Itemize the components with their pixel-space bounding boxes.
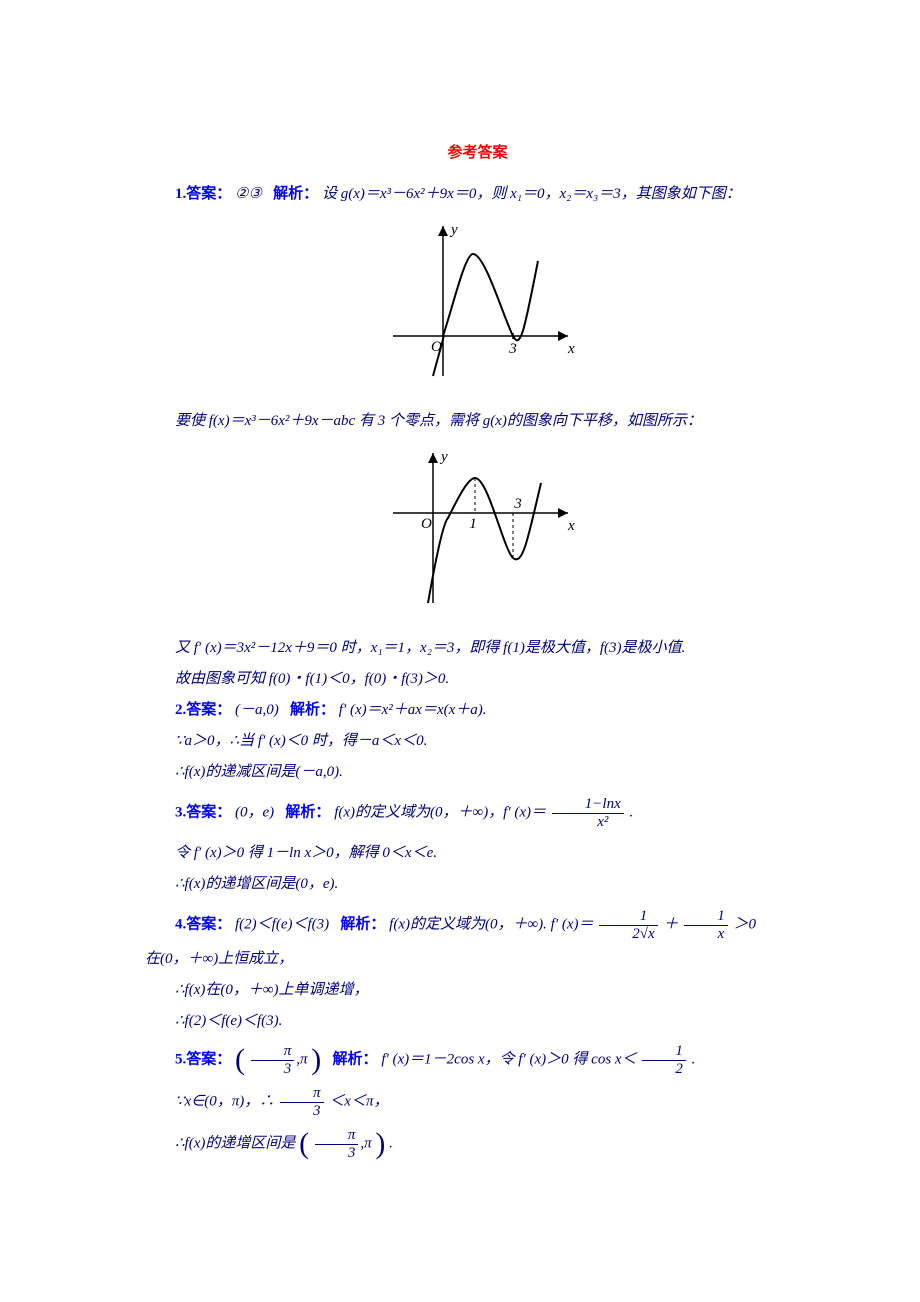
q5-ans-after: ,π xyxy=(296,1051,307,1067)
g2-t1: 1 xyxy=(469,516,477,532)
q4-f2-num: 1 xyxy=(684,908,728,926)
q4-frac1: 1 2√x xyxy=(597,908,659,942)
q4-line1: 4.答案： f(2)＜f(e)＜f(3) 解析： f(x)的定义域为(0，＋∞)… xyxy=(145,908,810,942)
g2-y: y xyxy=(439,449,448,465)
g1-O: O xyxy=(431,339,442,355)
g1-y: y xyxy=(449,222,458,238)
q2-answer: (－a,0) xyxy=(235,702,279,718)
q4-line3: ∴f(x)在(0，＋∞)上单调递增， xyxy=(145,977,810,1004)
q5-ans-den2: 3 xyxy=(315,1145,359,1162)
q3-expl-label: 解析： xyxy=(285,804,330,820)
q1-expl-label: 解析： xyxy=(273,186,318,202)
q3-answer: (0，e) xyxy=(235,804,274,820)
q2-label: 2.答案： xyxy=(175,702,231,718)
q5-p-den: 3 xyxy=(280,1103,324,1120)
q5-t1a: f′ (x)＝1－2cos x，令 f′ (x)＞0 得 cos x＜ xyxy=(381,1051,636,1067)
q5-t2a: ∵x∈(0，π)，∴ xyxy=(175,1093,274,1109)
q1-t1: 设 xyxy=(322,186,341,202)
q4-line2: 在(0，＋∞)上恒成立， xyxy=(145,946,810,973)
q4-f1-den: 2√x xyxy=(599,926,657,943)
q5-ans-after2: ,π xyxy=(360,1135,371,1151)
lp2: ( xyxy=(299,1127,309,1160)
q3-line3: ∴f(x)的递增区间是(0，e). xyxy=(145,871,810,898)
lp1: ( xyxy=(235,1043,245,1076)
q5-ans-frac2: π 3 xyxy=(313,1127,361,1161)
g1-tick3: 3 xyxy=(508,341,517,357)
q4-f1-num: 1 xyxy=(599,908,657,926)
q5-line1: 5.答案： ( π 3 ,π ) 解析： f′ (x)＝1－2cos x，令 f… xyxy=(145,1043,810,1077)
q4-t1b: ＞0 xyxy=(733,916,756,932)
q1-t3: (x)＝x xyxy=(348,186,386,202)
q5-t1b: . xyxy=(692,1051,696,1067)
q3-label: 3.答案： xyxy=(175,804,231,820)
page-container: 参考答案 1.答案： ②③ 解析： 设 g(x)＝x³－6x²＋9x＝0，则 x… xyxy=(0,0,920,1302)
q4-t1a: f(x)的定义域为(0，＋∞). f′ (x)＝ xyxy=(389,916,593,932)
g2-O: O xyxy=(421,516,432,532)
q1-figure2: O 1 3 y x xyxy=(145,443,810,623)
q5-t3a: ∴f(x)的递增区间是 xyxy=(175,1135,295,1151)
graph2-svg: O 1 3 y x xyxy=(373,443,583,613)
q1-figure1: 3 O y x xyxy=(145,216,810,396)
q3-frac: 1−lnx x² xyxy=(550,796,626,830)
q5-ans-num2: π xyxy=(315,1127,359,1145)
q5-h-num: 1 xyxy=(642,1043,686,1061)
q2-line3: ∴f(x)的递减区间是(－a,0). xyxy=(145,759,810,786)
graph1-svg: 3 O y x xyxy=(373,216,583,386)
q1-label: 1.答案： xyxy=(175,186,231,202)
q5-label: 5.答案： xyxy=(175,1051,231,1067)
q4-expl-label: 解析： xyxy=(340,916,385,932)
q3-frac-num: 1−lnx xyxy=(552,796,624,814)
q4-f2-den: x xyxy=(684,926,728,943)
q5-h-den: 2 xyxy=(642,1061,686,1078)
q2-t1: f′ (x)＝x²＋ax＝x(x＋a). xyxy=(339,702,487,718)
q5-half: 1 2 xyxy=(640,1043,688,1077)
q5-line3: ∴f(x)的递增区间是 ( π 3 ,π ) . xyxy=(145,1127,810,1161)
q3-t1a: f(x)的定义域为(0，＋∞)，f′ (x)＝ xyxy=(334,804,546,820)
rp1: ) xyxy=(311,1043,321,1076)
g2-x: x xyxy=(567,518,575,534)
q5-ans-num: π xyxy=(251,1043,295,1061)
q5-t2b: ＜x＜π， xyxy=(329,1093,388,1109)
q2-line2: ∵a＞0，∴当 f′ (x)＜0 时，得－a＜x＜0. xyxy=(145,728,810,755)
q3-frac-den: x² xyxy=(552,814,624,831)
q3-t1b: . xyxy=(630,804,634,820)
q1-line4: 故由图象可知 f(0)・f(1)＜0，f(0)・f(3)＞0. xyxy=(145,666,810,693)
q5-expl-label: 解析： xyxy=(333,1051,378,1067)
q1-line1: 1.答案： ②③ 解析： 设 g(x)＝x³－6x²＋9x＝0，则 x₁＝0，x… xyxy=(145,181,810,208)
q4-label: 4.答案： xyxy=(175,916,231,932)
q1-line2: 要使 f(x)＝x³－6x²＋9x－abc 有 3 个零点，需将 g(x)的图象… xyxy=(145,408,810,435)
g1-x: x xyxy=(567,341,575,357)
q2-line1: 2.答案： (－a,0) 解析： f′ (x)＝x²＋ax＝x(x＋a). xyxy=(145,697,810,724)
q5-line2: ∵x∈(0，π)，∴ π 3 ＜x＜π， xyxy=(145,1085,810,1119)
q5-pi3: π 3 xyxy=(278,1085,326,1119)
q1-line3: 又 f′ (x)＝3x²－12x＋9＝0 时，x₁＝1，x₂＝3，即得 f(1)… xyxy=(145,635,810,662)
q4-frac2: 1 x xyxy=(682,908,730,942)
q5-t3b: . xyxy=(389,1135,393,1151)
q4-answer: f(2)＜f(e)＜f(3) xyxy=(235,916,329,932)
q4-line4: ∴f(2)＜f(e)＜f(3). xyxy=(145,1008,810,1035)
g2-t3: 3 xyxy=(513,496,522,512)
q5-p-num: π xyxy=(280,1085,324,1103)
page-title: 参考答案 xyxy=(145,140,810,167)
q1-answer: ②③ xyxy=(235,186,262,202)
q3-line2: 令 f′ (x)＞0 得 1－ln x＞0，解得 0＜x＜e. xyxy=(145,840,810,867)
q2-expl-label: 解析： xyxy=(290,702,335,718)
rp2: ) xyxy=(375,1127,385,1160)
q5-ans-frac: π 3 xyxy=(249,1043,297,1077)
q5-ans-den: 3 xyxy=(251,1061,295,1078)
q4-plus: ＋ xyxy=(663,916,678,932)
q1-t4: ³－6x²＋9x＝0，则 x₁＝0，x₂＝x₃＝3，其图象如下图： xyxy=(387,186,741,202)
q3-line1: 3.答案： (0，e) 解析： f(x)的定义域为(0，＋∞)，f′ (x)＝ … xyxy=(145,796,810,830)
